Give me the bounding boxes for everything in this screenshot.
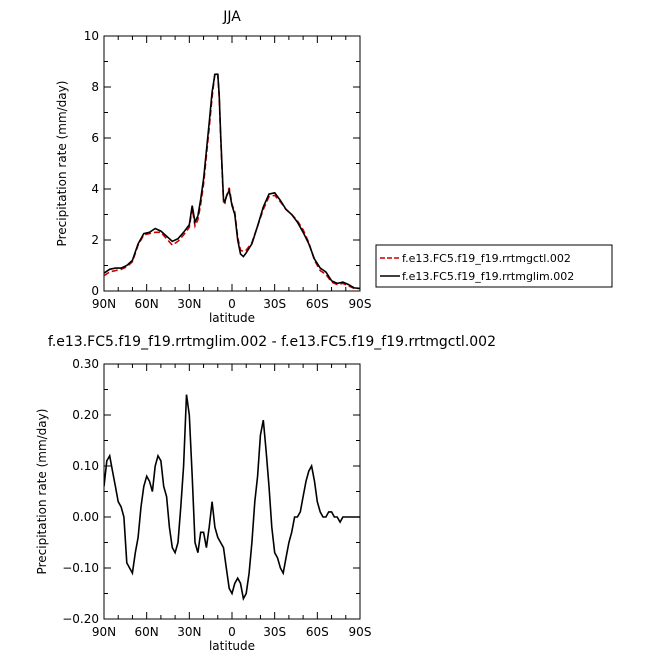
x-tick-label: 30S bbox=[263, 625, 286, 639]
x-tick-label: 90S bbox=[349, 297, 372, 311]
chart-title: JJA bbox=[222, 9, 241, 25]
x-tick-label: 30N bbox=[177, 625, 201, 639]
y-tick-label: 4 bbox=[91, 182, 99, 196]
x-tick-label: 60N bbox=[135, 297, 159, 311]
y-tick-label: 0.20 bbox=[72, 408, 99, 422]
chart-title: f.e13.FC5.f19_f19.rrtmglim.002 - f.e13.F… bbox=[48, 334, 496, 350]
x-tick-label: 60S bbox=[306, 625, 329, 639]
x-tick-label: 90N bbox=[92, 297, 116, 311]
legend-label-1: f.e13.FC5.f19_f19.rrtmgctl.002 bbox=[402, 252, 571, 265]
y-tick-label: 2 bbox=[91, 233, 99, 247]
legend: f.e13.FC5.f19_f19.rrtmgctl.002 f.e13.FC5.… bbox=[375, 244, 613, 288]
y-tick-label: 0.30 bbox=[72, 357, 99, 371]
chart-bottom-difference: f.e13.FC5.f19_f19.rrtmglim.002 - f.e13.F… bbox=[35, 334, 496, 653]
x-tick-label: 60N bbox=[135, 625, 159, 639]
x-tick-label: 90N bbox=[92, 625, 116, 639]
y-tick-label: 8 bbox=[91, 80, 99, 94]
x-tick-label: 90S bbox=[349, 625, 372, 639]
y-tick-label: 6 bbox=[91, 131, 99, 145]
x-axis-label: latitude bbox=[209, 639, 255, 653]
y-tick-label: 0 bbox=[91, 284, 99, 298]
y-tick-label: 10 bbox=[84, 29, 99, 43]
y-axis-label: Precipitation rate (mm/day) bbox=[55, 81, 69, 247]
x-axis-label: latitude bbox=[209, 311, 255, 325]
series-line-1 bbox=[104, 71, 360, 290]
x-tick-label: 0 bbox=[228, 297, 236, 311]
x-tick-label: 30S bbox=[263, 297, 286, 311]
y-tick-label: −0.20 bbox=[62, 612, 99, 626]
x-tick-label: 60S bbox=[306, 297, 329, 311]
series-line-1 bbox=[104, 394, 360, 601]
plot-frame bbox=[103, 35, 361, 292]
legend-box bbox=[375, 244, 613, 288]
x-tick-label: 0 bbox=[228, 625, 236, 639]
y-tick-label: 0.00 bbox=[72, 510, 99, 524]
x-tick-label: 30N bbox=[177, 297, 201, 311]
y-tick-label: −0.10 bbox=[62, 561, 99, 575]
series-line-2 bbox=[104, 73, 360, 290]
y-axis-label: Precipitation rate (mm/day) bbox=[35, 409, 49, 575]
y-tick-label: 0.10 bbox=[72, 459, 99, 473]
chart-top-jja: JJA 90N 60N 30N 0 30S 60S 90S 0 2 4 6 8 10 latitude Pre… bbox=[55, 9, 613, 325]
legend-label-2: f.e13.FC5.f19_f19.rrtmglim.002 bbox=[402, 270, 574, 283]
